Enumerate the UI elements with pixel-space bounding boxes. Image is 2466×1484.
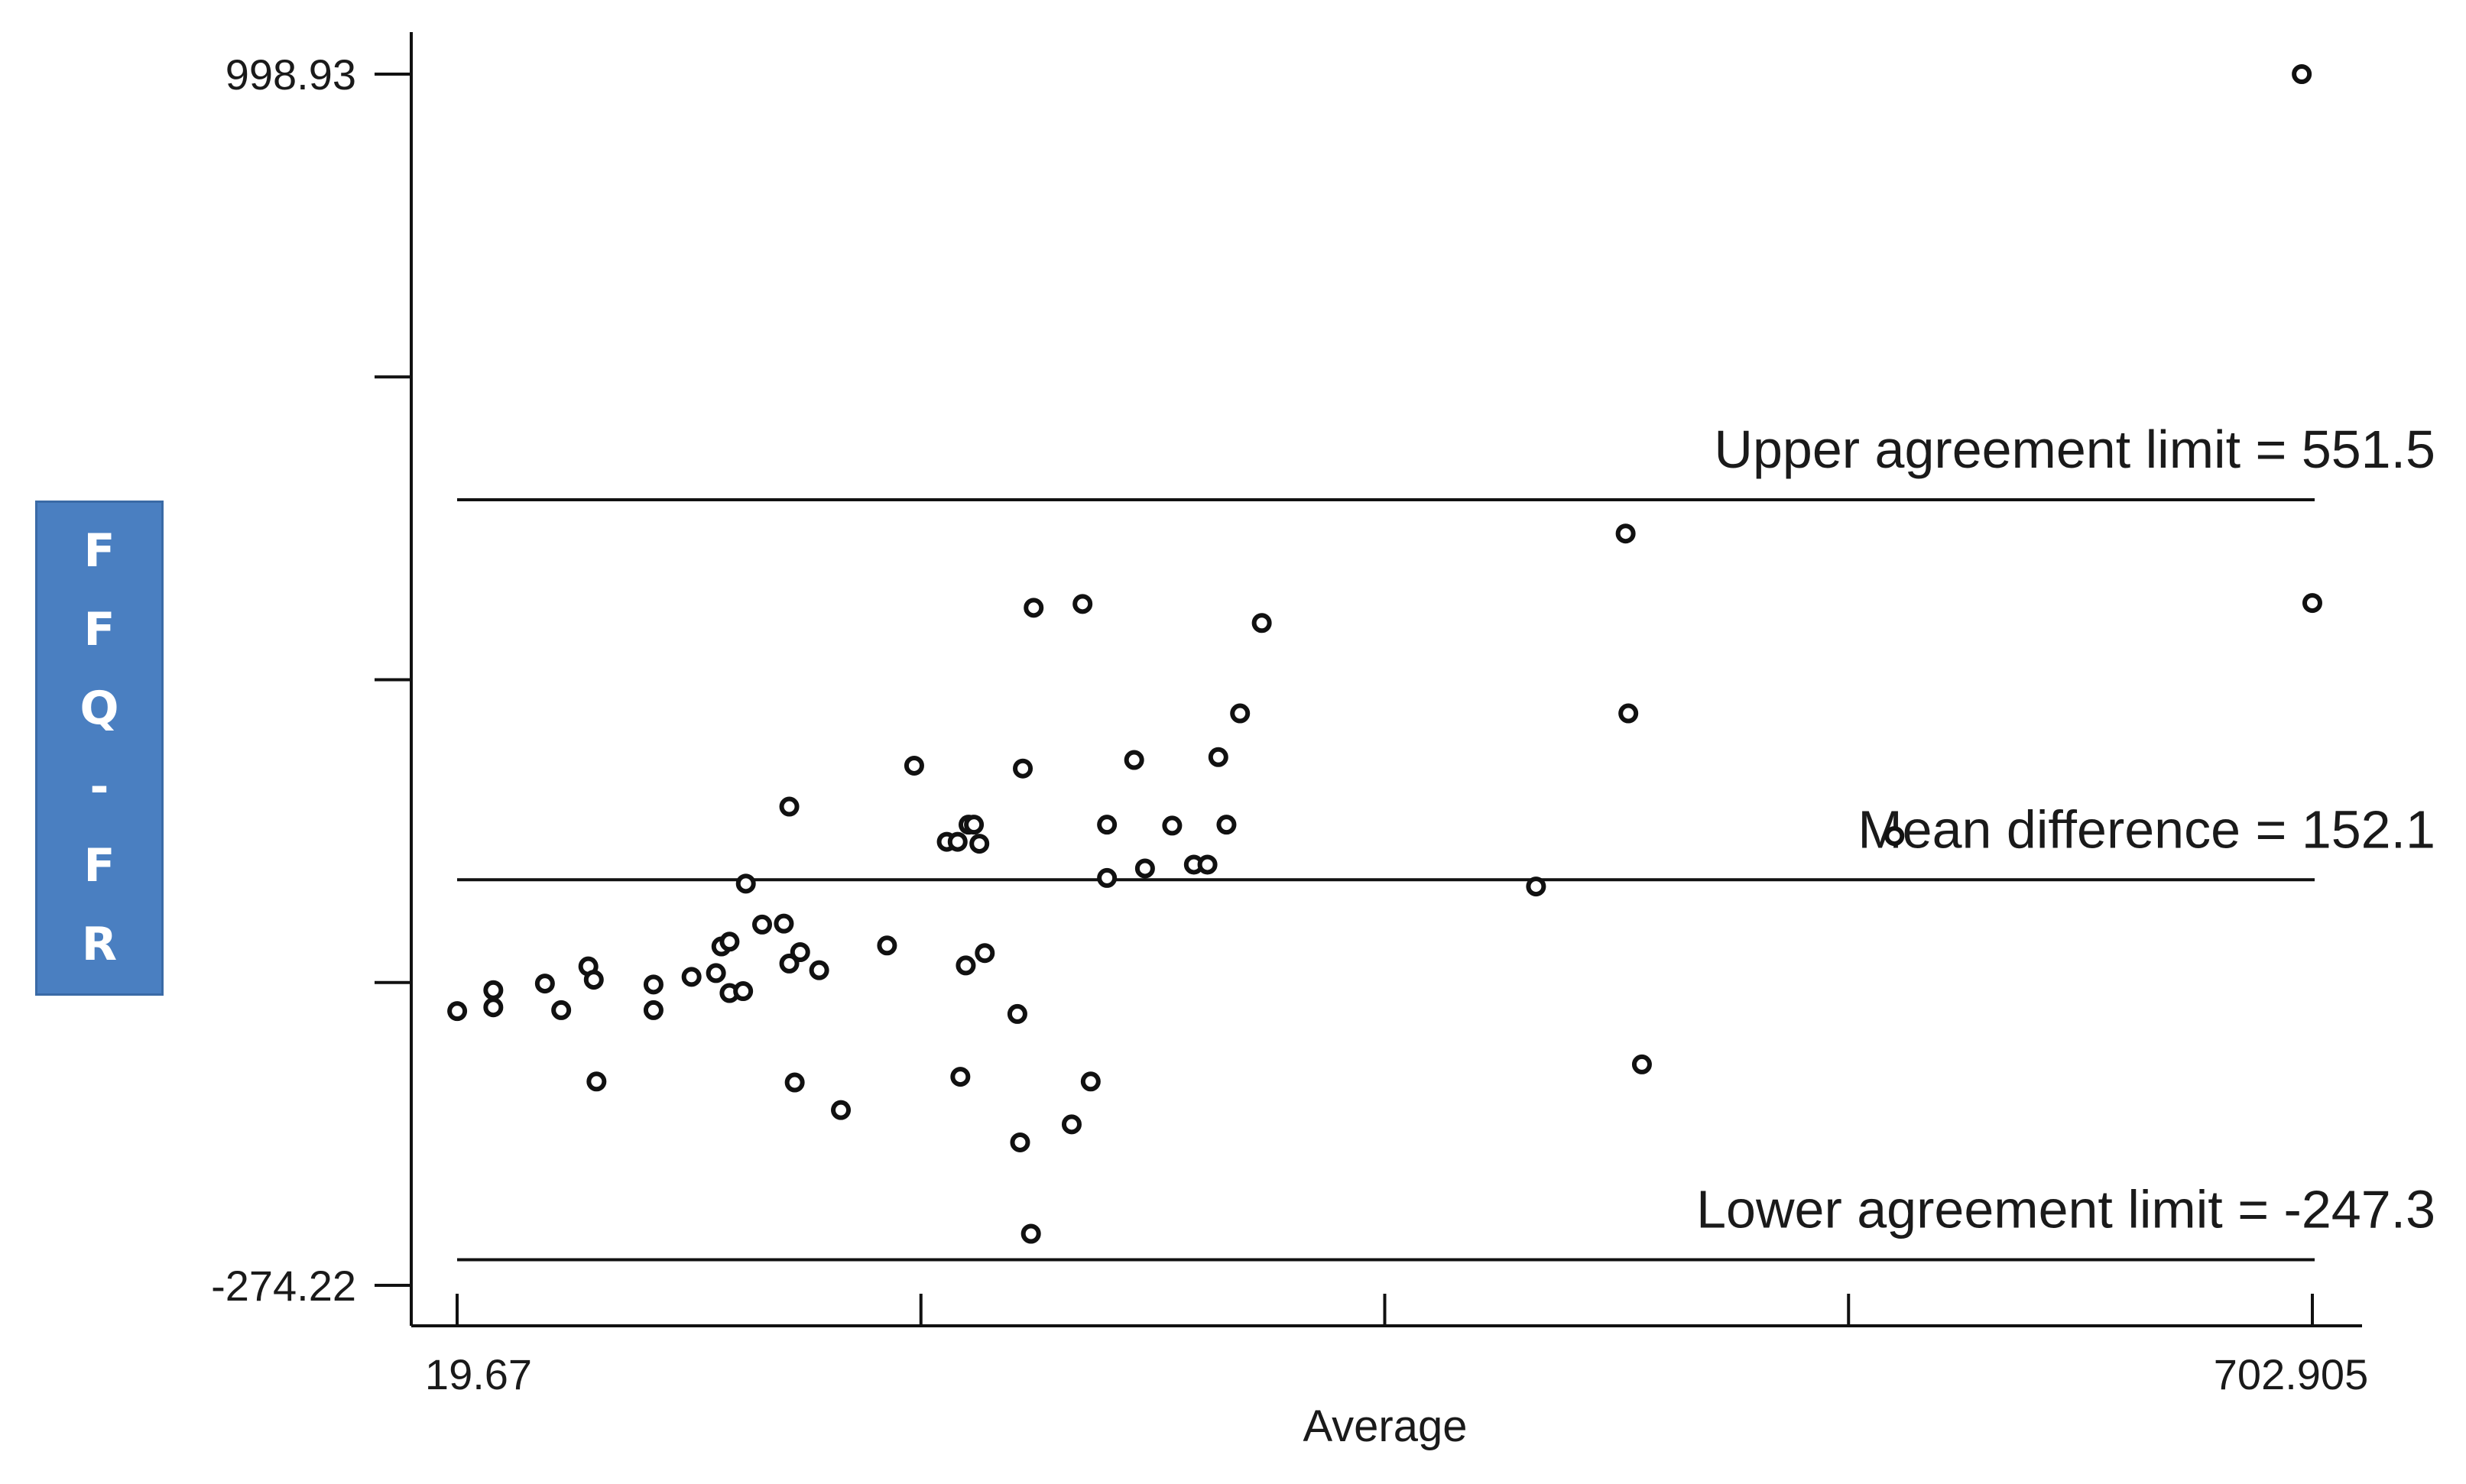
data-point <box>1007 1003 1027 1024</box>
axes: 998.93 -274.22 19.67 702.905 <box>211 32 2368 1398</box>
data-point <box>706 963 726 983</box>
data-point <box>969 834 990 854</box>
data-points <box>447 64 2322 1244</box>
data-point <box>1216 815 1237 835</box>
y-axis-title-char: F <box>83 603 115 656</box>
data-point <box>1013 758 1033 779</box>
data-point <box>1010 1132 1030 1152</box>
data-point <box>1884 826 1905 847</box>
data-point <box>1251 613 1272 633</box>
data-point <box>1124 750 1144 770</box>
data-point <box>1080 1071 1101 1092</box>
x-axis-title: Average <box>1303 1401 1468 1451</box>
y-tick-label: -274.22 <box>211 1262 356 1310</box>
reference-line-label: Upper agreement limit = 551.5 <box>1714 420 2435 479</box>
data-point <box>956 955 976 976</box>
data-point <box>904 755 924 776</box>
y-axis-title-char: R <box>81 918 118 971</box>
data-point <box>1061 1114 1082 1135</box>
data-point <box>779 796 800 817</box>
data-point <box>1162 815 1183 836</box>
data-point <box>1097 815 1118 835</box>
data-point <box>752 914 773 935</box>
y-axis-title-char: F <box>83 839 115 893</box>
data-point <box>483 980 504 1000</box>
data-point <box>975 943 995 964</box>
data-point <box>1208 747 1228 767</box>
data-point <box>877 935 897 956</box>
data-point <box>1097 867 1118 888</box>
data-point <box>447 1001 468 1022</box>
data-point <box>735 873 756 894</box>
data-point <box>719 932 740 952</box>
data-point <box>586 1071 607 1092</box>
data-point <box>1615 523 1636 544</box>
reference-line-label: Lower agreement limit = -247.3 <box>1696 1179 2435 1239</box>
data-point <box>831 1100 852 1120</box>
y-axis-title-char: Q <box>79 682 119 735</box>
data-point <box>1197 854 1218 875</box>
x-tick-label: 702.905 <box>2214 1350 2368 1398</box>
y-axis-title-char: - <box>89 760 109 814</box>
data-point <box>2292 64 2312 84</box>
data-point <box>950 1067 971 1087</box>
y-axis-title-char: F <box>83 524 115 578</box>
data-point <box>1072 594 1093 614</box>
data-point <box>681 967 702 987</box>
data-point <box>790 941 810 962</box>
data-point <box>1134 858 1155 879</box>
data-point <box>1526 876 1546 897</box>
y-tick-label: 998.93 <box>226 50 356 99</box>
x-tick-label: 19.67 <box>425 1350 532 1398</box>
data-point <box>784 1072 805 1093</box>
reference-line-label: Mean difference = 152.1 <box>1858 799 2435 859</box>
data-point <box>1024 598 1044 618</box>
data-point <box>643 1000 664 1020</box>
data-point <box>534 974 555 994</box>
data-point <box>964 815 985 835</box>
data-point <box>483 997 504 1018</box>
data-point <box>551 1000 572 1020</box>
data-point <box>733 981 754 1002</box>
data-point <box>1618 703 1639 724</box>
data-point <box>583 970 604 990</box>
data-point <box>643 974 664 995</box>
data-point <box>1020 1223 1041 1244</box>
data-point <box>947 831 968 852</box>
data-point <box>774 913 794 934</box>
data-point <box>2302 593 2322 614</box>
data-point <box>1230 703 1251 724</box>
data-point <box>779 953 800 974</box>
reference-lines: Upper agreement limit = 551.5 Mean differ… <box>457 420 2435 1262</box>
data-point <box>809 960 829 980</box>
data-point <box>1631 1054 1652 1074</box>
